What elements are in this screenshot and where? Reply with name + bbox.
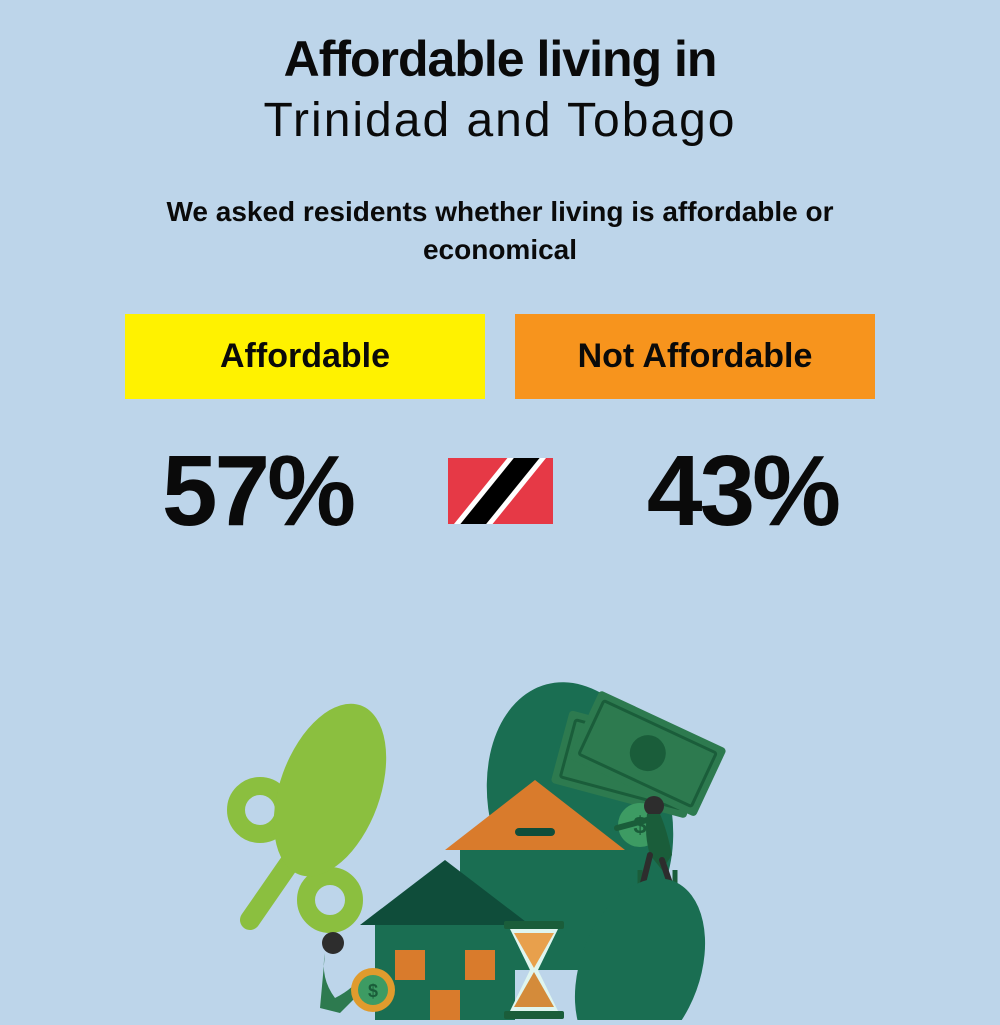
subtitle-text: We asked residents whether living is aff… (150, 193, 850, 269)
not-affordable-percentage: 43% (583, 434, 903, 549)
trinidad-tobago-flag-icon (448, 458, 553, 524)
title-line-1: Affordable living in (284, 30, 717, 88)
housing-illustration: $ $ (200, 670, 800, 1020)
title-line-2: Trinidad and Tobago (264, 93, 737, 148)
not-affordable-badge: Not Affordable (515, 314, 875, 399)
badge-row: Affordable Not Affordable (0, 314, 1000, 399)
stats-row: 57% 43% (0, 434, 1000, 549)
affordable-badge: Affordable (125, 314, 485, 399)
affordable-percentage: 57% (98, 434, 418, 549)
svg-text:$: $ (368, 981, 378, 1001)
